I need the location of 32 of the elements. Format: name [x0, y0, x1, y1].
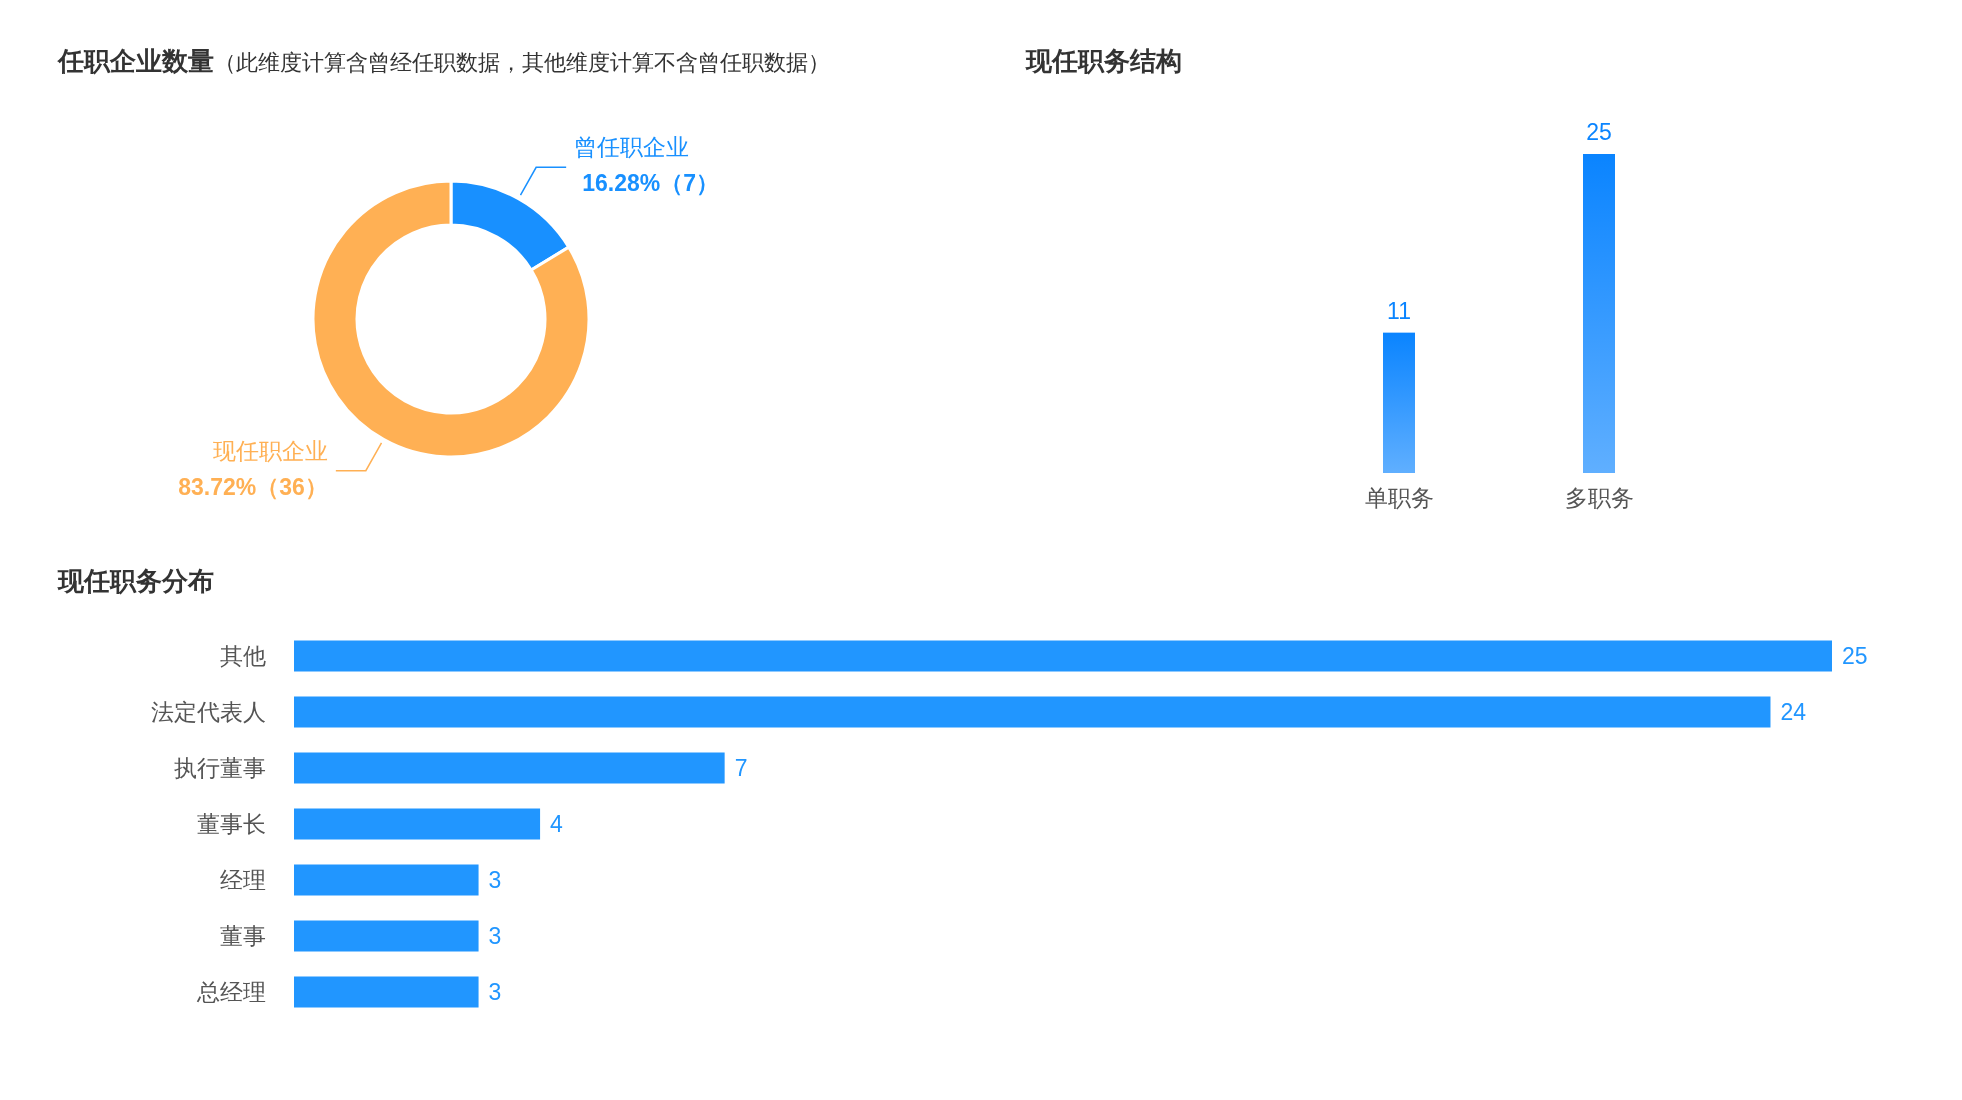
- bar: [294, 808, 541, 840]
- data-label: 7: [734, 755, 748, 781]
- chart-title: 现任职务结构: [1025, 46, 1182, 76]
- y-tick-label: 经理: [220, 867, 266, 893]
- x-tick-label: 多职务: [1564, 485, 1634, 511]
- bar: [294, 640, 1832, 672]
- data-label: 16.28%（7）: [582, 170, 719, 197]
- chart-title: 现任职务分布: [57, 566, 214, 596]
- bar: [294, 696, 1771, 728]
- y-tick-label: 董事长: [197, 811, 266, 837]
- data-label: 3: [488, 867, 502, 893]
- data-label: 3: [488, 923, 502, 949]
- y-tick-label: 执行董事: [174, 755, 266, 781]
- y-tick-label: 法定代表人: [151, 699, 266, 725]
- y-tick-label: 董事: [220, 923, 266, 949]
- x-tick-label: 单职务: [1364, 485, 1434, 511]
- data-label: 24: [1780, 699, 1807, 725]
- data-label: 4: [550, 811, 564, 837]
- data-label: 11: [1387, 297, 1411, 324]
- data-label: 3: [488, 979, 502, 1005]
- slice-label: 曾任职企业: [574, 134, 690, 161]
- bar: [294, 976, 479, 1008]
- y-tick-label: 其他: [220, 643, 266, 669]
- data-label: 25: [1586, 119, 1612, 145]
- data-label: 25: [1842, 643, 1868, 669]
- data-label: 83.72%（36）: [178, 473, 328, 500]
- slice-label: 现任职企业: [212, 437, 328, 464]
- bar: [294, 920, 479, 952]
- bar: [294, 864, 479, 896]
- chart-subtitle: （此维度计算含曾经任职数据，其他维度计算不含曾任职数据）: [214, 50, 830, 75]
- y-tick-label: 总经理: [196, 979, 266, 1005]
- bar: [294, 752, 725, 784]
